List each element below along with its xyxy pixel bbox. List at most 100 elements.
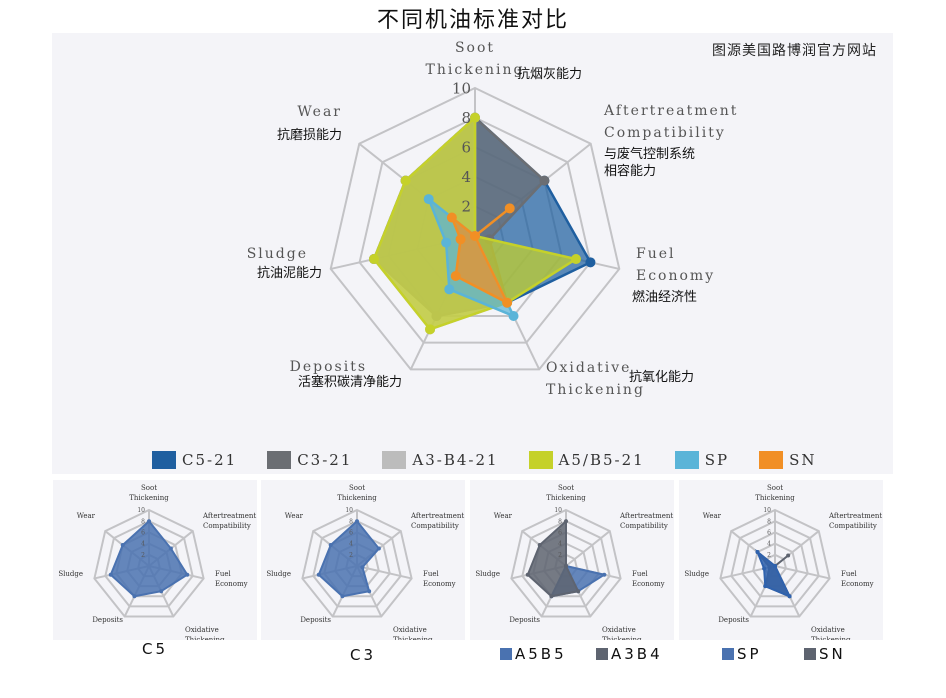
svg-text:10: 10 bbox=[345, 507, 353, 514]
svg-text:Oxidative: Oxidative bbox=[185, 626, 219, 634]
caption-c5: C5 bbox=[141, 640, 169, 658]
small-legend-sp: SP bbox=[722, 645, 762, 663]
svg-text:2: 2 bbox=[767, 552, 771, 559]
svg-text:Compatibility: Compatibility bbox=[829, 522, 877, 530]
axis-label: Fuel bbox=[636, 246, 676, 262]
main-radar-chart: 246810SootThickening抗烟灰能力AftertreatmentC… bbox=[247, 40, 738, 398]
main-radar-panel: 图源美国路博润官方网站 2 4 6 8 10 Soot Thickening 抗烟灰能力 Aft… bbox=[52, 33, 893, 474]
small-legend-a5b5: A5B5 bbox=[500, 645, 567, 663]
svg-text:6: 6 bbox=[767, 530, 771, 537]
svg-text:6: 6 bbox=[461, 138, 471, 156]
axis-label: Wear bbox=[297, 104, 342, 120]
axis-label: Oxidative bbox=[546, 360, 631, 376]
svg-text:Wear: Wear bbox=[494, 512, 513, 520]
svg-text:与废气控制系统: 与废气控制系统 bbox=[604, 146, 695, 162]
chart-title: 不同机油标准对比 bbox=[376, 8, 569, 33]
legend-swatch bbox=[528, 451, 553, 469]
legend-swatch bbox=[382, 451, 407, 469]
svg-text:4: 4 bbox=[461, 168, 471, 186]
svg-text:8: 8 bbox=[558, 518, 562, 525]
axis-label: Compatibility bbox=[604, 125, 726, 141]
svg-text:2: 2 bbox=[349, 552, 353, 559]
svg-text:Aftertreatment: Aftertreatment bbox=[619, 512, 673, 520]
svg-text:10: 10 bbox=[554, 507, 562, 514]
svg-text:Economy: Economy bbox=[841, 580, 874, 588]
svg-text:Economy: Economy bbox=[632, 580, 665, 588]
legend-swatch bbox=[804, 648, 816, 660]
svg-text:Economy: Economy bbox=[215, 580, 248, 588]
svg-text:Sludge: Sludge bbox=[684, 570, 709, 578]
svg-text:Thickening: Thickening bbox=[546, 494, 586, 502]
svg-text:Sludge: Sludge bbox=[475, 570, 500, 578]
axis-label: Aftertreatment bbox=[603, 103, 738, 119]
svg-text:6: 6 bbox=[141, 530, 145, 537]
legend-swatch bbox=[500, 648, 512, 660]
axis-label-zh: 活塞积碳清净能力 bbox=[298, 374, 402, 390]
legend-item-sp: SP bbox=[674, 451, 729, 469]
svg-text:Economy: Economy bbox=[423, 580, 456, 588]
svg-text:8: 8 bbox=[461, 109, 471, 127]
small-legend-a3b4: A3B4 bbox=[596, 645, 663, 663]
svg-text:Fuel: Fuel bbox=[841, 570, 858, 578]
svg-text:Soot: Soot bbox=[141, 484, 157, 492]
svg-text:Thickening: Thickening bbox=[129, 494, 169, 502]
svg-text:Oxidative: Oxidative bbox=[811, 626, 845, 634]
svg-text:Deposits: Deposits bbox=[300, 616, 331, 624]
series-c5 bbox=[109, 519, 189, 598]
legend-swatch bbox=[267, 451, 292, 469]
svg-text:8: 8 bbox=[141, 518, 145, 525]
axis-label: Soot bbox=[455, 40, 495, 56]
svg-text:Fuel: Fuel bbox=[423, 570, 440, 578]
axis-label-zh: 抗烟灰能力 bbox=[517, 67, 582, 82]
svg-text:Oxidative: Oxidative bbox=[393, 626, 427, 634]
source-watermark: 图源美国路博润官方网站 bbox=[712, 43, 877, 59]
series-a5-b5-21 bbox=[372, 114, 580, 331]
svg-text:Fuel: Fuel bbox=[632, 570, 649, 578]
svg-text:Compatibility: Compatibility bbox=[411, 522, 459, 530]
svg-text:10: 10 bbox=[763, 507, 771, 514]
svg-text:相容能力: 相容能力 bbox=[604, 163, 656, 179]
svg-text:Thickening: Thickening bbox=[755, 494, 795, 502]
legend-swatch bbox=[674, 451, 699, 469]
svg-text:Soot: Soot bbox=[349, 484, 365, 492]
svg-text:Sludge: Sludge bbox=[266, 570, 291, 578]
svg-text:Compatibility: Compatibility bbox=[203, 522, 251, 530]
svg-text:10: 10 bbox=[137, 507, 145, 514]
svg-text:2: 2 bbox=[141, 552, 145, 559]
legend-item-c5-21: C5-21 bbox=[152, 451, 237, 469]
legend-item-a5-b5-21: A5/B5-21 bbox=[528, 451, 645, 469]
svg-text:Wear: Wear bbox=[703, 512, 722, 520]
series-a3b4 bbox=[526, 518, 580, 598]
axis-label-zh: 抗磨损能力 bbox=[277, 128, 342, 143]
small-radar-sp-sn: 2 4 6 8 10 Soot Thickening Aftertreatment Compat… bbox=[679, 480, 883, 644]
svg-text:Oxidative: Oxidative bbox=[602, 626, 636, 634]
axis-label: Sludge bbox=[247, 246, 308, 262]
small-radar-c5: 2 4 6 8 10 Soot Thickening Aftertreatment Compat… bbox=[53, 480, 257, 644]
axis-label: Thickening bbox=[426, 62, 525, 78]
legend-swatch bbox=[152, 451, 176, 469]
legend: C5-21 C3-21 A3-B4-21 A5/B5-21 SP SN bbox=[152, 451, 846, 469]
svg-text:Sludge: Sludge bbox=[58, 570, 83, 578]
caption-c3: C3 bbox=[349, 646, 377, 664]
svg-text:Deposits: Deposits bbox=[718, 616, 749, 624]
legend-item-sn: SN bbox=[759, 451, 816, 469]
axis-label-zh: 抗油泥能力 bbox=[257, 266, 322, 281]
axis-label: Economy bbox=[636, 268, 715, 284]
axis-label: Deposits bbox=[290, 359, 367, 375]
svg-text:Soot: Soot bbox=[558, 484, 574, 492]
legend-item-c3-21: C3-21 bbox=[267, 451, 352, 469]
svg-text:Thickening: Thickening bbox=[393, 636, 433, 640]
series-c3 bbox=[317, 519, 381, 598]
svg-text:4: 4 bbox=[767, 541, 771, 548]
legend-item-a3-b4-21: A3-B4-21 bbox=[382, 451, 498, 469]
svg-text:10: 10 bbox=[452, 79, 471, 97]
svg-text:Deposits: Deposits bbox=[509, 616, 540, 624]
svg-text:Wear: Wear bbox=[285, 512, 304, 520]
svg-text:Thickening: Thickening bbox=[602, 636, 642, 640]
axis-label: Thickening bbox=[546, 382, 645, 398]
legend-swatch bbox=[722, 648, 734, 660]
svg-text:Compatibility: Compatibility bbox=[620, 522, 668, 530]
axis-label-zh: 抗氧化能力 bbox=[629, 370, 694, 385]
svg-text:8: 8 bbox=[767, 518, 771, 525]
small-legend-sn: SN bbox=[804, 645, 846, 663]
